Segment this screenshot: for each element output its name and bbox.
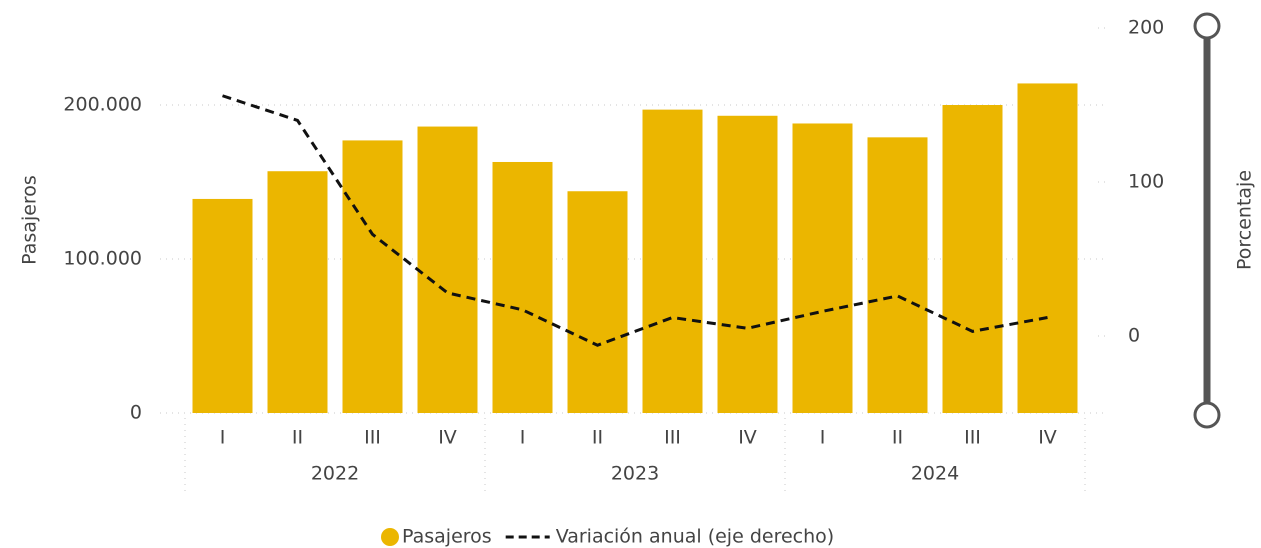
x-tick-label: III <box>964 427 981 449</box>
line <box>222 94 1048 347</box>
x-group-label: 2022 <box>311 463 359 485</box>
bar <box>867 137 928 413</box>
x-tick-label: IV <box>438 427 457 449</box>
legend-label: Variación anual (eje derecho) <box>556 526 835 548</box>
bar <box>1017 83 1078 413</box>
y2-tick-label: 200 <box>1128 17 1164 39</box>
x-tick-label: II <box>592 427 603 449</box>
slider-handle[interactable] <box>1193 12 1221 40</box>
bar <box>942 105 1003 413</box>
y2-tick-label: 100 <box>1128 171 1164 193</box>
y2-tick-label: 0 <box>1128 325 1140 347</box>
bar <box>567 191 628 413</box>
x-tick-label: I <box>520 427 526 449</box>
bar <box>492 161 553 413</box>
bar <box>642 109 703 414</box>
x-tick-label: III <box>664 427 681 449</box>
x-group-label: 2023 <box>611 463 659 485</box>
x-tick-label: I <box>820 427 826 449</box>
y-tick-label: 100.000 <box>63 248 142 270</box>
slider-handle[interactable] <box>1193 401 1221 429</box>
x-tick-label: I <box>220 427 226 449</box>
y-tick-label: 200.000 <box>63 94 142 116</box>
x-group-label: 2024 <box>911 463 959 485</box>
bar <box>267 171 328 413</box>
bar <box>342 140 403 414</box>
x-tick-label: II <box>292 427 303 449</box>
y-tick-label: 0 <box>130 402 142 424</box>
legend-label: Pasajeros <box>402 526 492 548</box>
x-tick-label: IV <box>738 427 757 449</box>
legend-swatch <box>381 528 399 546</box>
x-tick-label: III <box>364 427 381 449</box>
bar <box>717 115 778 413</box>
y-axis-label: Pasajeros <box>19 175 41 265</box>
y2-axis-label: Porcentaje <box>1234 170 1256 270</box>
range-slider[interactable] <box>1193 12 1221 429</box>
bar <box>792 123 853 413</box>
bar <box>192 198 253 413</box>
x-tick-label: II <box>892 427 903 449</box>
bar <box>417 126 478 413</box>
x-tick-label: IV <box>1038 427 1057 449</box>
